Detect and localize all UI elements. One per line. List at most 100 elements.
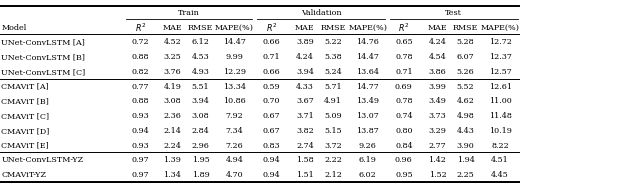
Text: 4.93: 4.93 bbox=[192, 68, 209, 76]
Text: 12.29: 12.29 bbox=[223, 68, 246, 76]
Text: RMSE: RMSE bbox=[453, 24, 478, 32]
Text: 0.95: 0.95 bbox=[395, 171, 413, 179]
Text: RMSE: RMSE bbox=[188, 24, 213, 32]
Text: 12.57: 12.57 bbox=[489, 68, 511, 76]
Text: 9.26: 9.26 bbox=[359, 142, 376, 149]
Text: $R^2$: $R^2$ bbox=[134, 22, 146, 34]
Text: UNet-ConvLSTM-YZ: UNet-ConvLSTM-YZ bbox=[1, 156, 84, 164]
Text: 3.72: 3.72 bbox=[324, 142, 342, 149]
Text: MAPE(%): MAPE(%) bbox=[481, 24, 520, 32]
Text: 0.94: 0.94 bbox=[262, 156, 280, 164]
Text: UNet-ConvLSTM [C]: UNet-ConvLSTM [C] bbox=[1, 68, 86, 76]
Text: 4.33: 4.33 bbox=[296, 83, 314, 91]
Text: 14.77: 14.77 bbox=[356, 83, 379, 91]
Text: 0.59: 0.59 bbox=[262, 83, 280, 91]
Text: 4.94: 4.94 bbox=[226, 156, 243, 164]
Text: 13.34: 13.34 bbox=[223, 83, 246, 91]
Text: 0.96: 0.96 bbox=[395, 156, 413, 164]
Text: MAPE(%): MAPE(%) bbox=[348, 24, 387, 32]
Text: 11.00: 11.00 bbox=[489, 97, 511, 105]
Text: 0.66: 0.66 bbox=[262, 68, 280, 76]
Text: 4.24: 4.24 bbox=[429, 39, 446, 46]
Text: 1.42: 1.42 bbox=[429, 156, 446, 164]
Text: 2.36: 2.36 bbox=[164, 112, 181, 120]
Text: 14.76: 14.76 bbox=[356, 39, 379, 46]
Text: 2.24: 2.24 bbox=[164, 142, 181, 149]
Text: 5.09: 5.09 bbox=[324, 112, 342, 120]
Text: 0.72: 0.72 bbox=[131, 39, 149, 46]
Text: 12.61: 12.61 bbox=[489, 83, 511, 91]
Text: 0.94: 0.94 bbox=[131, 127, 149, 135]
Text: 0.88: 0.88 bbox=[131, 53, 149, 61]
Text: 0.93: 0.93 bbox=[131, 112, 149, 120]
Text: 3.29: 3.29 bbox=[429, 127, 446, 135]
Text: 10.19: 10.19 bbox=[489, 127, 511, 135]
Text: 4.45: 4.45 bbox=[492, 171, 509, 179]
Text: 2.84: 2.84 bbox=[192, 127, 209, 135]
Text: 12.72: 12.72 bbox=[489, 39, 511, 46]
Text: 1.34: 1.34 bbox=[164, 171, 181, 179]
Text: 4.52: 4.52 bbox=[164, 39, 181, 46]
Text: 3.08: 3.08 bbox=[192, 112, 209, 120]
Text: 5.38: 5.38 bbox=[324, 53, 342, 61]
Text: 4.54: 4.54 bbox=[429, 53, 446, 61]
Text: 3.90: 3.90 bbox=[457, 142, 474, 149]
Text: 7.34: 7.34 bbox=[226, 127, 243, 135]
Text: Validation: Validation bbox=[301, 9, 342, 17]
Text: $R^2$: $R^2$ bbox=[266, 22, 277, 34]
Text: 3.86: 3.86 bbox=[429, 68, 446, 76]
Text: 4.70: 4.70 bbox=[226, 171, 243, 179]
Text: 3.25: 3.25 bbox=[164, 53, 181, 61]
Text: 3.71: 3.71 bbox=[296, 112, 314, 120]
Text: 2.74: 2.74 bbox=[296, 142, 314, 149]
Text: 1.52: 1.52 bbox=[429, 171, 446, 179]
Text: 4.62: 4.62 bbox=[457, 97, 474, 105]
Text: 4.91: 4.91 bbox=[324, 97, 342, 105]
Text: 0.65: 0.65 bbox=[395, 39, 413, 46]
Text: 1.95: 1.95 bbox=[192, 156, 209, 164]
Text: 9.99: 9.99 bbox=[226, 53, 243, 61]
Text: 3.99: 3.99 bbox=[429, 83, 446, 91]
Text: 8.22: 8.22 bbox=[492, 142, 509, 149]
Text: 12.37: 12.37 bbox=[489, 53, 511, 61]
Text: Test: Test bbox=[445, 9, 462, 17]
Text: 0.97: 0.97 bbox=[131, 171, 149, 179]
Text: 5.28: 5.28 bbox=[457, 39, 474, 46]
Text: 3.67: 3.67 bbox=[296, 97, 314, 105]
Text: 5.51: 5.51 bbox=[192, 83, 209, 91]
Text: 1.89: 1.89 bbox=[192, 171, 209, 179]
Text: 0.97: 0.97 bbox=[131, 156, 149, 164]
Text: 4.53: 4.53 bbox=[192, 53, 209, 61]
Text: 13.07: 13.07 bbox=[356, 112, 379, 120]
Text: CMAViT [D]: CMAViT [D] bbox=[1, 127, 50, 135]
Text: 0.67: 0.67 bbox=[262, 112, 280, 120]
Text: 4.98: 4.98 bbox=[457, 112, 474, 120]
Text: 5.15: 5.15 bbox=[324, 127, 342, 135]
Text: 0.82: 0.82 bbox=[131, 68, 149, 76]
Text: CMAViT [B]: CMAViT [B] bbox=[1, 97, 49, 105]
Text: CMAViT [E]: CMAViT [E] bbox=[1, 142, 49, 149]
Text: 3.94: 3.94 bbox=[192, 97, 209, 105]
Text: CMAViT-YZ: CMAViT-YZ bbox=[1, 171, 47, 179]
Text: 2.14: 2.14 bbox=[164, 127, 181, 135]
Text: CMAViT [C]: CMAViT [C] bbox=[1, 112, 49, 120]
Text: 14.47: 14.47 bbox=[223, 39, 246, 46]
Text: 4.43: 4.43 bbox=[457, 127, 474, 135]
Text: 13.49: 13.49 bbox=[356, 97, 379, 105]
Text: 6.07: 6.07 bbox=[457, 53, 474, 61]
Text: 0.70: 0.70 bbox=[262, 97, 280, 105]
Text: 0.93: 0.93 bbox=[131, 142, 149, 149]
Text: 5.24: 5.24 bbox=[324, 68, 342, 76]
Text: 3.76: 3.76 bbox=[164, 68, 181, 76]
Text: 1.51: 1.51 bbox=[296, 171, 314, 179]
Text: 6.12: 6.12 bbox=[192, 39, 209, 46]
Text: MAPE(%): MAPE(%) bbox=[215, 24, 254, 32]
Text: 6.02: 6.02 bbox=[359, 171, 376, 179]
Text: 2.22: 2.22 bbox=[324, 156, 342, 164]
Text: $R^2$: $R^2$ bbox=[398, 22, 410, 34]
Text: 3.94: 3.94 bbox=[296, 68, 314, 76]
Text: 7.26: 7.26 bbox=[226, 142, 243, 149]
Text: UNet-ConvLSTM [A]: UNet-ConvLSTM [A] bbox=[1, 39, 85, 46]
Text: 2.25: 2.25 bbox=[457, 171, 474, 179]
Text: 6.19: 6.19 bbox=[359, 156, 376, 164]
